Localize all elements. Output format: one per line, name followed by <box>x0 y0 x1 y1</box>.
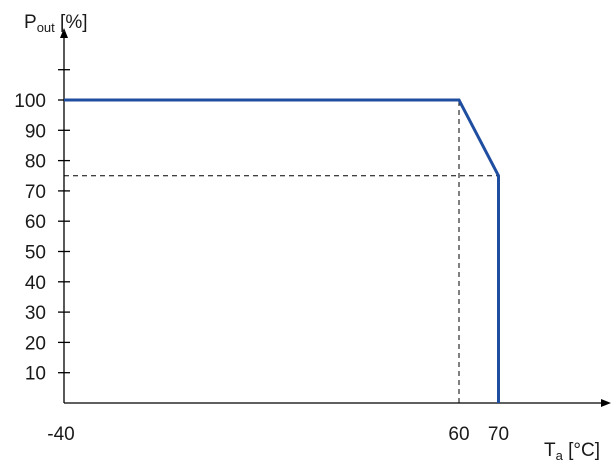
y-tick-label: 100 <box>14 91 46 112</box>
y-tick-label: 10 <box>25 364 46 385</box>
y-axis <box>60 28 68 403</box>
x-axis-arrow-icon <box>601 399 611 407</box>
derating-curve <box>64 98 500 403</box>
y-tick-label: 50 <box>25 243 46 264</box>
y-tick-label: 30 <box>25 303 46 324</box>
series <box>64 98 500 403</box>
x-tick-label: 60 <box>448 424 469 445</box>
y-ticks: 10 20 30 40 50 60 70 80 90 100 <box>14 69 70 385</box>
y-tick-label: 70 <box>25 182 46 203</box>
x-ticks: -40 60 70 <box>47 424 509 445</box>
y-tick-label: 60 <box>25 212 46 233</box>
x-axis <box>64 399 611 407</box>
x-tick-label: 70 <box>488 424 509 445</box>
y-axis-arrow-icon <box>60 28 68 38</box>
reference-lines <box>64 100 499 403</box>
x-tick-label: -40 <box>47 424 74 445</box>
x-axis-title: Ta [°C] <box>544 440 600 463</box>
y-tick-label: 40 <box>25 273 46 294</box>
y-tick-label: 90 <box>25 121 46 142</box>
y-tick-label: 20 <box>25 333 46 354</box>
y-tick-label: 80 <box>25 152 46 173</box>
y-axis-title: Pout [%] <box>24 12 88 35</box>
